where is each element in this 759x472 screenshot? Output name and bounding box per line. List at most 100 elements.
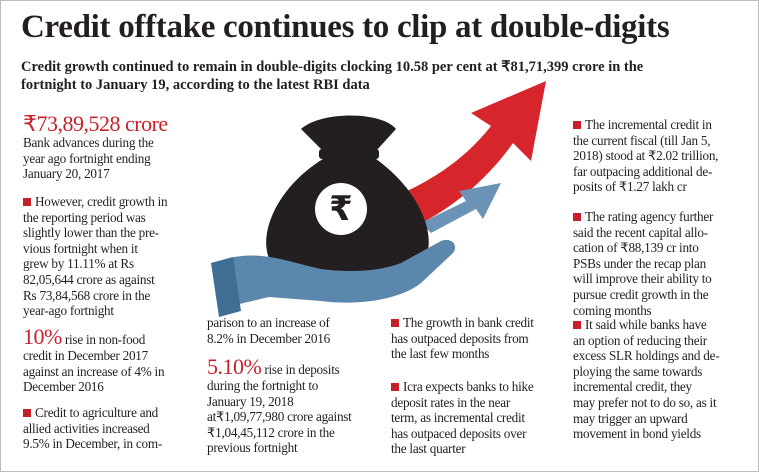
text-line: the last quarter — [391, 441, 533, 457]
text-line: rise in deposits — [264, 362, 340, 377]
text-line: an option of reducing their — [573, 333, 719, 349]
text-line: the last few months — [391, 346, 534, 362]
text-line: rise in non-food — [64, 332, 146, 347]
cuff — [211, 257, 241, 317]
bullet — [391, 319, 399, 327]
text-line: allied activities increased — [23, 420, 150, 436]
rupee-icon: ₹ — [329, 189, 353, 229]
text-line: posits of ₹1.27 lakh cr — [573, 179, 718, 195]
text-line: term, as incremental credit — [391, 410, 525, 426]
text-block: The incremental credit in the current fis… — [573, 117, 718, 195]
hand — [226, 239, 456, 306]
subtitle: Credit growth continued to remain in dou… — [21, 58, 643, 94]
text-line: movement in bond yields — [573, 426, 719, 442]
text-line: 82,05,644 crore as against — [23, 272, 167, 288]
text-line: has outpaced deposits from — [391, 331, 534, 347]
text-line: 2018) stood at ₹2.02 trillion, — [573, 148, 719, 164]
text-line: ₹1,04,45,112 crore in the — [207, 424, 335, 440]
text-line: may prefer not to do so, as it — [573, 395, 719, 411]
text-block: The growth in bank credit has outpaced de… — [391, 315, 534, 362]
text-line: January 20, 2017 — [23, 166, 168, 182]
bullet — [23, 198, 31, 206]
text-line: pursue credit growth in the — [573, 287, 713, 303]
text-line: 10% rise in non-food — [23, 326, 164, 348]
text-line: credit in December 2017 — [23, 348, 164, 364]
text-line: parison to an increase of — [207, 315, 330, 331]
text-line: year ago fortnight ending — [23, 151, 168, 167]
text-line: the current fiscal (till Jan 5, — [573, 133, 718, 149]
text-line: far outpacing additional de- — [573, 164, 718, 180]
text-line: PSBs under the recap plan — [573, 255, 706, 271]
text-line: said the recent capital allo- — [573, 224, 708, 240]
text-line: during the fortnight to — [207, 378, 319, 393]
text-line: 8.2% in December 2016 — [207, 331, 330, 347]
text-line: cation of ₹88,139 cr into — [573, 240, 713, 256]
text-line: PSBs under the recap plan — [573, 256, 713, 272]
text-line: ₹1,04,45,112 crore in the — [207, 425, 352, 441]
text-line: Rs 73,84,568 crore in the — [23, 288, 167, 304]
bag-tie — [319, 149, 379, 159]
text-line: December 2016 — [23, 379, 164, 395]
text-line: Icra expects banks to hike — [403, 379, 534, 394]
bullet — [573, 121, 581, 129]
text-line: Bank advances during the — [23, 135, 154, 150]
text-line: ploying the same towards — [573, 364, 719, 380]
text-line: Credit to agriculture and — [35, 405, 159, 420]
text-line: cation of ₹88,139 cr into — [573, 240, 699, 256]
text-line: The rating agency further — [585, 209, 714, 224]
highlight-block: 5.10% rise in deposits during the fortnig… — [207, 356, 352, 456]
text-line: Rs 73,84,568 crore in the — [23, 287, 151, 303]
text-line: 5.10% rise in deposits — [207, 356, 352, 378]
text-line: against an increase of 4% in — [23, 363, 165, 379]
bullet — [391, 383, 399, 391]
text-line: It said while banks have — [585, 317, 707, 332]
text-line: slightly lower than the pre- — [23, 225, 167, 241]
text-line: year ago fortnight ending — [23, 150, 151, 166]
bag-top — [301, 115, 396, 151]
text-line: deposit rates in the near — [391, 394, 510, 410]
text-line: said the recent capital allo- — [573, 225, 713, 241]
text-block: parison to an increase of 8.2% in Decembe… — [207, 315, 330, 346]
text-line: against an increase of 4% in — [23, 363, 165, 380]
text-line: 9.5% in December, in com- — [23, 436, 162, 452]
text-line: credit in December 2017 — [23, 348, 148, 363]
text-line: slightly lower than the pre- — [23, 225, 159, 241]
text-line: during the fortnight to — [207, 378, 352, 394]
text-line: Credit to agriculture and — [23, 405, 162, 421]
text-line: posits of ₹1.27 lakh cr — [573, 179, 687, 195]
subtitle-line: fortnight to January 19, according to th… — [21, 77, 370, 93]
text-line: incremental credit, they — [573, 379, 692, 395]
text-line: vious fortnight when it — [23, 241, 167, 257]
rupee-circle — [315, 183, 367, 235]
highlight-figure: 5.10% — [207, 354, 262, 379]
text-line: year-ago fortnight — [23, 303, 114, 319]
text-line: The growth in bank credit — [403, 315, 534, 330]
text-line: coming months — [573, 302, 652, 318]
text-block: The rating agency further said the recent… — [573, 209, 713, 318]
highlight-figure: ₹73,89,528 crore — [23, 111, 168, 136]
text-line: movement in bond yields — [573, 426, 701, 442]
text-line: The incremental credit in — [573, 117, 718, 133]
text-line: grew by 11.11% at Rs — [23, 256, 167, 272]
text-line: incremental credit, they — [573, 379, 719, 395]
text-line: at₹1,09,77,980 crore against — [207, 409, 352, 425]
text-block: It said while banks have an option of red… — [573, 317, 720, 442]
text-line: the reporting period was — [23, 210, 167, 226]
text-block: Icra expects banks to hike deposit rates … — [391, 379, 534, 457]
text-line: previous fortnight — [207, 440, 298, 456]
text-line: However, credit growth in — [23, 194, 168, 210]
text-line: far outpacing additional de- — [573, 163, 713, 179]
text-line: January 20, 2017 — [23, 166, 110, 182]
text-line: 9.5% in December, in com- — [23, 436, 162, 452]
text-block: However, credit growth in the reporting p… — [23, 194, 168, 319]
text-line: January 19, 2018 — [207, 394, 352, 410]
text-line: December 2016 — [23, 379, 104, 395]
text-line: parison to an increase of — [207, 315, 330, 330]
bullet — [23, 409, 31, 417]
text-line: The incremental credit in — [585, 117, 712, 132]
text-line: year-ago fortnight — [23, 303, 167, 319]
subtitle-line: Credit growth continued to remain in dou… — [21, 59, 644, 75]
text-line: Icra expects banks to hike — [391, 379, 534, 395]
